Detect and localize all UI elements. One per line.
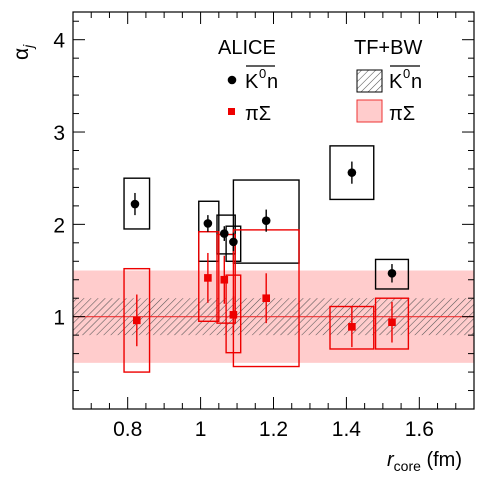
x-tick-label-0: 0.8	[113, 418, 142, 441]
y-axis-title-sub: j	[20, 44, 36, 50]
legend-pisigma-label: πΣ	[245, 103, 271, 125]
sys-box-kn-0	[123, 177, 151, 230]
x-tick-label-4: 1.6	[405, 418, 434, 441]
legend-model-kn-n: n	[411, 71, 422, 93]
point-kn-4	[261, 216, 271, 225]
point-kn-1	[203, 219, 213, 228]
legend-model-pisigma-box	[356, 99, 383, 123]
legend-model-kn-hatch-box	[356, 69, 383, 93]
legend-kn-sup: 0	[259, 66, 266, 81]
point-pisigma-5	[348, 323, 356, 331]
y-tick-label-3: 4	[53, 30, 65, 53]
legend-pisigma-marker	[228, 108, 235, 115]
y-tick-label-0: 1	[53, 307, 65, 330]
x-axis-title-sub: core	[394, 458, 421, 474]
legend-model-kn-K: K	[389, 71, 403, 93]
point-pisigma-0	[132, 316, 141, 325]
y-tick-label-2: 3	[53, 122, 65, 145]
x-axis-title-unit: (fm)	[421, 449, 462, 471]
sys-box-kn-4	[232, 179, 300, 264]
sys-box-pisigma-0	[123, 267, 151, 373]
point-pisigma-3	[229, 311, 238, 319]
y-axis-title-main: α	[10, 48, 33, 60]
legend-kn-K: K	[245, 71, 259, 93]
point-kn-0	[130, 199, 140, 209]
x-axis-title: rcore (fm)	[387, 449, 462, 474]
sys-box-pisigma-1	[198, 231, 220, 322]
x-tick-label-3: 1.4	[332, 418, 362, 441]
x-tick-label-1: 1	[195, 418, 207, 441]
x-axis-title-main: r	[387, 449, 395, 471]
sys-box-pisigma-6	[374, 297, 410, 350]
point-kn-5	[347, 168, 357, 177]
legend-data-header: ALICE	[218, 37, 276, 59]
sys-box-kn-6	[374, 258, 410, 290]
point-kn-2	[219, 229, 229, 238]
legend-kn-marker	[227, 75, 237, 85]
point-pisigma-1	[204, 274, 212, 282]
point-pisigma-6	[388, 318, 396, 327]
point-pisigma-4	[262, 294, 271, 303]
point-kn-3	[229, 237, 238, 247]
x-tick-label-2: 1.2	[259, 418, 288, 441]
y-axis-title: αj	[10, 44, 36, 60]
legend-kn-n: n	[267, 71, 278, 93]
sys-box-kn-5	[329, 145, 375, 201]
legend-model-header: TF+BW	[354, 37, 422, 59]
point-pisigma-2	[220, 275, 229, 284]
legend-model-pisigma-label: πΣ	[389, 103, 415, 125]
point-kn-6	[387, 268, 397, 278]
legend-model-kn-sup: 0	[403, 66, 410, 81]
y-tick-label-1: 2	[53, 214, 65, 237]
